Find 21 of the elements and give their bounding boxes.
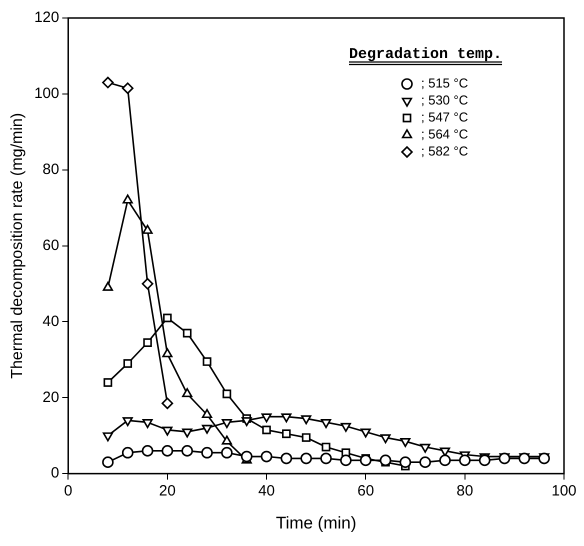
x-tick-label: 40 <box>258 482 275 500</box>
x-tick-label: 100 <box>551 482 577 500</box>
legend-label: ; 515 °C <box>421 76 468 91</box>
y-tick-label: 0 <box>50 464 60 482</box>
y-tick-label: 20 <box>42 388 60 406</box>
y-tick-label: 120 <box>34 9 60 26</box>
x-tick-label: 60 <box>357 482 374 500</box>
y-tick-label: 40 <box>42 312 60 330</box>
x-tick-label: 0 <box>64 482 72 500</box>
y-tick-label: 100 <box>34 85 60 102</box>
x-tick-label: 80 <box>456 482 474 500</box>
legend-title: Degradation temp. <box>349 46 502 63</box>
y-tick-label: 80 <box>42 161 60 178</box>
legend-label: ; 564 °C <box>421 126 468 142</box>
legend-label: ; 547 °C <box>421 110 468 125</box>
x-axis-title: Time (min) <box>276 513 356 532</box>
y-axis-title: Thermal decomposition rate (mg/min) <box>9 112 26 379</box>
legend-label: ; 530 °C <box>421 92 468 108</box>
y-tick-label: 60 <box>42 236 60 254</box>
legend-label: ; 582 °C <box>421 144 468 159</box>
x-tick-label: 20 <box>159 482 176 500</box>
